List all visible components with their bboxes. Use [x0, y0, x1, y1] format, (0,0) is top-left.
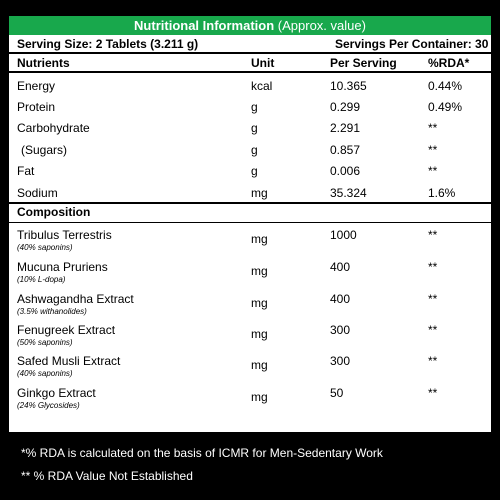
- ingredient-name: Safed Musli Extract: [17, 354, 121, 368]
- ingredient-note: (3.5% withanolides): [17, 307, 87, 316]
- nutrient-value: 35.324: [330, 186, 367, 200]
- serving-size: Serving Size: 2 Tablets (3.211 g): [17, 37, 199, 51]
- ingredient-note: (40% saponins): [17, 243, 73, 252]
- nutrient-unit: g: [251, 143, 258, 157]
- ingredient-name: Tribulus Terrestris: [17, 228, 112, 242]
- ingredient-note: (10% L-dopa): [17, 275, 66, 284]
- title-note: (Approx. value): [277, 18, 366, 33]
- nutrient-rda: **: [428, 121, 438, 135]
- ingredient-unit: mg: [251, 232, 268, 246]
- nutrient-value: 0.006: [330, 164, 361, 178]
- nutrient-rda: **: [428, 164, 438, 178]
- ingredient-value: 400: [330, 260, 351, 274]
- header-rda: %RDA*: [428, 56, 470, 70]
- ingredient-name: Fenugreek Extract: [17, 323, 116, 337]
- nutrient-value: 10.365: [330, 79, 367, 93]
- ingredient-value: 1000: [330, 228, 357, 242]
- ingredient-rda: **: [428, 323, 438, 337]
- composition-header: Composition: [17, 205, 91, 219]
- ingredient-note: (50% saponins): [17, 338, 73, 347]
- ingredient-name: Ashwagandha Extract: [17, 292, 134, 306]
- ingredient-value: 400: [330, 292, 351, 306]
- nutrient-name: Carbohydrate: [17, 121, 90, 135]
- divider: [9, 52, 491, 54]
- divider: [9, 202, 491, 204]
- nutrient-name: Energy: [17, 79, 56, 93]
- nutrient-rda: 0.44%: [428, 79, 463, 93]
- header-nutrients: Nutrients: [17, 56, 70, 70]
- ingredient-note: (24% Glycosides): [17, 401, 80, 410]
- divider: [9, 222, 491, 223]
- ingredient-value: 300: [330, 323, 351, 337]
- header-per-serving: Per Serving: [330, 56, 397, 70]
- nutrient-name: (Sugars): [21, 143, 68, 157]
- ingredient-value: 50: [330, 386, 344, 400]
- title-main: Nutritional Information: [134, 18, 275, 33]
- ingredient-unit: mg: [251, 390, 268, 404]
- divider: [9, 71, 491, 73]
- ingredient-unit: mg: [251, 264, 268, 278]
- header-unit: Unit: [251, 56, 275, 70]
- nutrient-value: 0.299: [330, 100, 361, 114]
- footnote-not-established: ** % RDA Value Not Established: [21, 469, 193, 483]
- nutrient-value: 2.291: [330, 121, 361, 135]
- nutrient-name: Protein: [17, 100, 56, 114]
- nutrient-unit: g: [251, 100, 258, 114]
- nutrient-unit: g: [251, 121, 258, 135]
- nutrient-rda: 0.49%: [428, 100, 463, 114]
- nutrient-rda: 1.6%: [428, 186, 456, 200]
- footnote-rda: *% RDA is calculated on the basis of ICM…: [21, 446, 383, 460]
- ingredient-value: 300: [330, 354, 351, 368]
- nutrient-unit: mg: [251, 186, 268, 200]
- nutrient-unit: g: [251, 164, 258, 178]
- ingredient-rda: **: [428, 386, 438, 400]
- nutrient-name: Sodium: [17, 186, 58, 200]
- ingredient-rda: **: [428, 228, 438, 242]
- title-bar: Nutritional Information (Approx. value): [9, 16, 491, 35]
- ingredient-name: Mucuna Pruriens: [17, 260, 108, 274]
- ingredient-unit: mg: [251, 327, 268, 341]
- nutrient-unit: kcal: [251, 79, 273, 93]
- ingredient-rda: **: [428, 354, 438, 368]
- servings-per-container: Servings Per Container: 30: [335, 37, 489, 51]
- ingredient-note: (40% saponins): [17, 369, 73, 378]
- ingredient-unit: mg: [251, 358, 268, 372]
- nutrition-panel: Nutritional Information (Approx. value) …: [9, 16, 491, 432]
- ingredient-rda: **: [428, 260, 438, 274]
- ingredient-unit: mg: [251, 296, 268, 310]
- nutrient-value: 0.857: [330, 143, 361, 157]
- ingredient-rda: **: [428, 292, 438, 306]
- ingredient-name: Ginkgo Extract: [17, 386, 96, 400]
- nutrient-name: Fat: [17, 164, 35, 178]
- nutrient-rda: **: [428, 143, 438, 157]
